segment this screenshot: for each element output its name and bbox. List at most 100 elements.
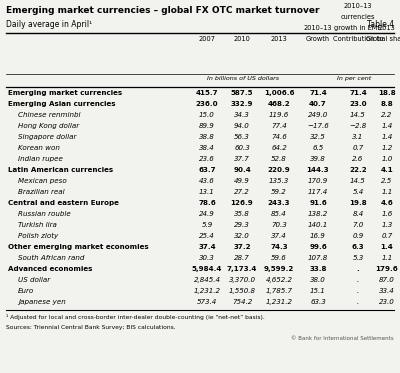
Text: 30.3: 30.3 [199,255,215,261]
Text: 5,984.4: 5,984.4 [192,266,222,272]
Text: 0.7: 0.7 [381,233,393,239]
Text: Global share: Global share [366,36,400,42]
Text: 40.7: 40.7 [309,101,327,107]
Text: 87.0: 87.0 [379,277,395,283]
Text: 74.3: 74.3 [270,244,288,250]
Text: 38.0: 38.0 [310,277,326,283]
Text: 1,231.2: 1,231.2 [194,288,220,294]
Text: 90.4: 90.4 [233,167,251,173]
Text: 1,550.8: 1,550.8 [228,288,256,294]
Text: 754.2: 754.2 [232,299,252,305]
Text: 71.4: 71.4 [309,90,327,96]
Text: 23.6: 23.6 [199,156,215,162]
Text: 3.1: 3.1 [352,134,364,140]
Text: US dollar: US dollar [18,277,50,283]
Text: Euro: Euro [18,288,34,294]
Text: 60.3: 60.3 [234,145,250,151]
Text: 5.9: 5.9 [201,222,213,228]
Text: 14.5: 14.5 [350,178,366,184]
Text: Contribution to: Contribution to [333,36,383,42]
Text: 144.3: 144.3 [307,167,329,173]
Text: growth in EME: growth in EME [334,25,382,31]
Text: 2010–13: 2010–13 [304,25,332,31]
Text: 34.3: 34.3 [234,112,250,118]
Text: 27.2: 27.2 [234,189,250,195]
Text: Singapore dollar: Singapore dollar [18,134,76,140]
Text: Japanese yen: Japanese yen [18,299,66,305]
Text: 99.6: 99.6 [309,244,327,250]
Text: 4,652.2: 4,652.2 [266,277,292,283]
Text: Emerging market currencies – global FX OTC market turnover: Emerging market currencies – global FX O… [6,6,320,15]
Text: 5.4: 5.4 [352,189,364,195]
Text: Sources: Triennial Central Bank Survey; BIS calculations.: Sources: Triennial Central Bank Survey; … [6,325,176,330]
Text: 59.2: 59.2 [271,189,287,195]
Text: 236.0: 236.0 [196,101,218,107]
Text: 117.4: 117.4 [308,189,328,195]
Text: 1.4: 1.4 [381,123,393,129]
Text: 8.8: 8.8 [381,101,393,107]
Text: 64.2: 64.2 [271,145,287,151]
Text: 8.4: 8.4 [352,211,364,217]
Text: 107.8: 107.8 [308,255,328,261]
Text: 4.6: 4.6 [381,200,393,206]
Text: 56.3: 56.3 [234,134,250,140]
Text: Hong Kong dollar: Hong Kong dollar [18,123,79,129]
Text: Table 4: Table 4 [367,20,394,29]
Text: 243.3: 243.3 [268,200,290,206]
Text: 37.4: 37.4 [271,233,287,239]
Text: 2013: 2013 [379,25,395,31]
Text: 38.8: 38.8 [199,134,215,140]
Text: 7,173.4: 7,173.4 [227,266,257,272]
Text: 43.6: 43.6 [199,178,215,184]
Text: Other emerging market economies: Other emerging market economies [8,244,149,250]
Text: −2.8: −2.8 [349,123,367,129]
Text: 15.1: 15.1 [310,288,326,294]
Text: 126.9: 126.9 [231,200,253,206]
Text: 22.2: 22.2 [349,167,367,173]
Text: Latin American currencies: Latin American currencies [8,167,113,173]
Text: 6.5: 6.5 [312,145,324,151]
Text: Korean won: Korean won [18,145,60,151]
Text: 1.1: 1.1 [381,189,393,195]
Text: 19.8: 19.8 [349,200,367,206]
Text: 220.9: 220.9 [268,167,290,173]
Text: .: . [357,266,359,272]
Text: 89.9: 89.9 [199,123,215,129]
Text: Daily average in April¹: Daily average in April¹ [6,20,92,29]
Text: Emerging Asian currencies: Emerging Asian currencies [8,101,116,107]
Text: © Bank for International Settlements: © Bank for International Settlements [291,336,394,341]
Text: Polish zloty: Polish zloty [18,233,58,239]
Text: 32.5: 32.5 [310,134,326,140]
Text: 415.7: 415.7 [196,90,218,96]
Text: 85.4: 85.4 [271,211,287,217]
Text: 32.0: 32.0 [234,233,250,239]
Text: 468.2: 468.2 [268,101,290,107]
Text: 587.5: 587.5 [231,90,253,96]
Text: 23.0: 23.0 [379,299,395,305]
Text: .: . [357,288,359,294]
Text: 74.6: 74.6 [271,134,287,140]
Text: 1.2: 1.2 [381,145,393,151]
Text: 14.5: 14.5 [350,112,366,118]
Text: 16.9: 16.9 [310,233,326,239]
Text: 37.7: 37.7 [234,156,250,162]
Text: 138.2: 138.2 [308,211,328,217]
Text: 4.1: 4.1 [381,167,393,173]
Text: 6.3: 6.3 [352,244,364,250]
Text: 119.6: 119.6 [269,112,289,118]
Text: 2.5: 2.5 [381,178,393,184]
Text: 37.4: 37.4 [198,244,216,250]
Text: Chinese renminbi: Chinese renminbi [18,112,80,118]
Text: Turkish lira: Turkish lira [18,222,57,228]
Text: 2007: 2007 [198,36,216,42]
Text: 25.4: 25.4 [199,233,215,239]
Text: 1.0: 1.0 [381,156,393,162]
Text: 170.9: 170.9 [308,178,328,184]
Text: 1.4: 1.4 [381,244,393,250]
Text: 71.4: 71.4 [349,90,367,96]
Text: 52.8: 52.8 [271,156,287,162]
Text: 63.3: 63.3 [310,299,326,305]
Text: Emerging market currencies: Emerging market currencies [8,90,122,96]
Text: −17.6: −17.6 [307,123,329,129]
Text: 23.0: 23.0 [349,101,367,107]
